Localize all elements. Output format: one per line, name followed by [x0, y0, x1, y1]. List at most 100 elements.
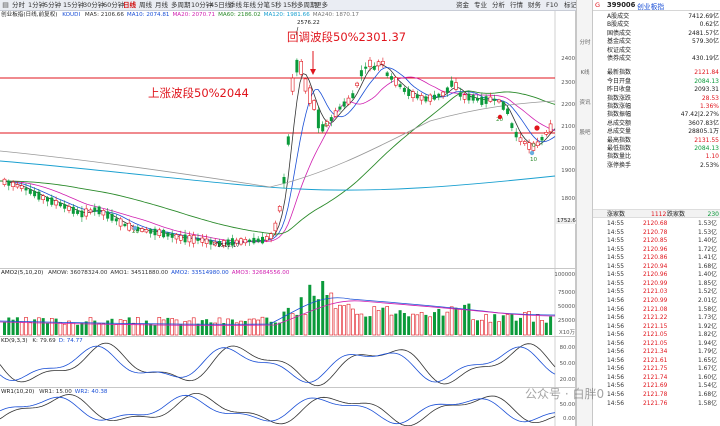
period-tab-9[interactable]: 多周期 — [171, 1, 191, 9]
period-tab-3[interactable]: 15分钟 — [63, 1, 85, 9]
volume-bar-down — [209, 322, 213, 335]
tool-tab-5[interactable]: F10 — [546, 1, 559, 9]
candle-body-down — [7, 180, 11, 186]
annotation-retrace: 回调波段50%2301.37 — [287, 30, 407, 44]
side-tab-1[interactable]: 分时 — [579, 40, 591, 46]
candle-body-up — [522, 141, 527, 144]
tool-tab-2[interactable]: 分析 — [492, 1, 505, 9]
tick-price: 2121.76 — [643, 400, 668, 407]
tick-price: 2121.34 — [643, 349, 668, 356]
candle-body-down — [226, 239, 230, 246]
ma240-line — [0, 100, 556, 188]
legend-item: MA20: 2070.71 — [172, 12, 216, 18]
volume-axis-label: 75000 — [557, 290, 575, 296]
period-tab-6[interactable]: 日线 — [123, 1, 136, 9]
candle-body-down — [256, 238, 260, 242]
volume-chart[interactable] — [0, 269, 576, 337]
tick-row: 14:55 2120.99 1.85亿 — [595, 280, 719, 288]
volume-panel[interactable]: AMO2(5,10,20) AMOW: 36078324.00 AMO1: 345… — [0, 268, 576, 337]
period-tab-13[interactable]: 年线 — [243, 1, 256, 9]
candle-body-up — [204, 238, 209, 244]
tick-volume: 1.73亿 — [697, 315, 717, 322]
side-tab-4[interactable]: 股吧 — [579, 130, 591, 136]
period-tab-0[interactable]: 分时 — [12, 1, 25, 9]
period-tab-18[interactable]: 更多 — [315, 1, 328, 9]
chart-title: 创业板指(日线,前复权) — [1, 12, 58, 18]
tick-row: 14:56 2121.05 1.94亿 — [595, 340, 719, 348]
quote-value: 1.10 — [705, 153, 719, 161]
tick-row: 14:55 2120.94 1.68亿 — [595, 263, 719, 271]
candle-body-up — [140, 228, 144, 232]
volume-bar-down — [166, 317, 170, 335]
candle-body-up — [67, 206, 71, 211]
period-tab-5[interactable]: 60分钟 — [103, 1, 125, 9]
volume-bar-up — [183, 321, 187, 336]
kd-panel[interactable]: KD(9,3,3) K: 79.69 D: 74.77 — [0, 336, 576, 388]
ma60-line — [0, 90, 556, 235]
period-tab-12[interactable]: 季线 — [229, 1, 242, 9]
tool-tab-1[interactable]: 专业 — [474, 1, 487, 9]
tool-tab-4[interactable]: 财务 — [528, 1, 541, 9]
kd-chart[interactable] — [0, 337, 576, 388]
period-tab-17[interactable]: 多周期 — [297, 1, 317, 9]
volume-bar-down — [493, 314, 497, 335]
tick-price: 2121.61 — [643, 357, 668, 364]
candle-body-up — [222, 240, 226, 246]
tick-volume: 2.01亿 — [697, 297, 717, 304]
candle-body-down — [114, 218, 118, 222]
tool-tab-0[interactable]: 资金 — [456, 1, 469, 9]
volume-bar-up — [449, 306, 454, 336]
wr-chart[interactable] — [0, 388, 576, 426]
candle-body-down — [506, 108, 510, 114]
tool-tab-6[interactable]: 标记 — [564, 1, 577, 9]
watermark: 公众号 · 白胖0 — [525, 387, 605, 401]
kline-panel[interactable]: 创业板指(日线,前复权) KOUDI MA5: 2106.66 MA10: 207… — [0, 11, 577, 268]
volume-bar-down — [299, 297, 303, 335]
kline-chart[interactable]: 20 0 20 10 0 — [0, 11, 576, 268]
tick-list[interactable]: 14:55 2120.68 1.53亿 14:55 2120.78 1.53亿 14:55 2… — [593, 219, 720, 426]
period-tab-16[interactable]: 15秒 — [283, 1, 298, 9]
tick-row: 14:56 2121.15 1.92亿 — [595, 323, 719, 331]
period-tab-10[interactable]: 10分钟 — [191, 1, 213, 9]
period-tab-15[interactable]: 5秒 — [271, 1, 282, 9]
period-tab-1[interactable]: 1分钟 — [28, 1, 46, 9]
period-tab-8[interactable]: 月线 — [155, 1, 168, 9]
quote-value: 28.53 — [701, 94, 719, 102]
side-tab-2[interactable]: K线 — [580, 70, 590, 76]
tick-price: 2121.03 — [643, 289, 668, 296]
tool-tab-3[interactable]: 行情 — [510, 1, 523, 9]
quote-value: 2.53% — [699, 161, 719, 169]
candle-body-down — [338, 106, 342, 110]
candle-body-up — [535, 141, 540, 146]
arrow-head-icon — [310, 69, 316, 75]
period-tab-14[interactable]: 分笔 — [257, 1, 270, 9]
candle-body-up — [277, 206, 282, 212]
quote-row: 权证成交 — [607, 47, 719, 56]
volume-bar-up — [191, 317, 196, 336]
tick-price: 2120.94 — [643, 263, 668, 270]
tick-time: 14:56 — [607, 332, 624, 339]
side-tab-3[interactable]: 资讯 — [579, 100, 591, 106]
volume-bar-up — [522, 312, 527, 336]
volume-axis-label: X10万 — [559, 330, 575, 336]
candle-body-up — [179, 235, 183, 241]
tick-time: 14:56 — [607, 323, 624, 330]
period-tab-4[interactable]: 30分钟 — [83, 1, 105, 9]
volume-bar-up — [174, 319, 179, 336]
wr-panel[interactable]: WR1(10,20) WR1: 15.00 WR2: 40.38 — [0, 387, 576, 426]
quote-panel: G 399006 创业板指 A股成交 7412.69亿 B股成交 0.62亿 国债成交 2… — [592, 0, 720, 426]
legend-item: MA60: 2186.02 — [218, 12, 261, 18]
period-tab-7[interactable]: 周线 — [139, 1, 152, 9]
volume-bar-down — [127, 317, 131, 335]
candle-body-down — [261, 236, 264, 244]
quote-row: 指数量比 1.10 — [607, 153, 719, 162]
quote-value: 1.36% — [699, 103, 719, 110]
chart-icon[interactable]: ▤ — [2, 1, 9, 9]
volume-bar-up — [247, 318, 252, 336]
quote-key: 指数涨幅 — [607, 103, 632, 110]
candle-body-up — [2, 178, 7, 185]
volume-bar-up — [372, 306, 377, 336]
period-tab-2[interactable]: 5分钟 — [44, 1, 62, 9]
side-tabs: 分时 K线 资讯 股吧 — [576, 0, 592, 426]
period-tab-11[interactable]: 45日线 — [210, 1, 232, 9]
